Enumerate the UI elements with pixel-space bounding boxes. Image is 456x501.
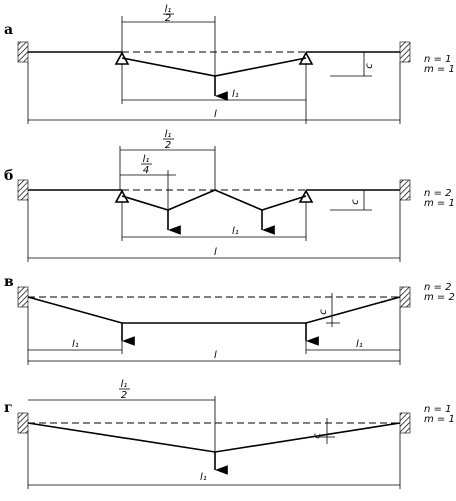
label: l₁ <box>232 226 239 237</box>
label: l₁ <box>121 379 128 390</box>
wall <box>17 286 29 308</box>
label: l₁ <box>165 4 172 15</box>
cable <box>121 189 307 211</box>
label: m = 1 <box>424 198 455 209</box>
cable <box>121 57 307 77</box>
panel-label: б <box>4 168 13 184</box>
label: n = 1 <box>424 54 451 65</box>
label: c <box>312 433 323 439</box>
wall <box>399 286 411 308</box>
label: n = 2 <box>424 188 451 199</box>
wall <box>17 41 29 63</box>
cable <box>27 296 401 324</box>
label: 2 <box>165 13 171 24</box>
wall <box>17 412 29 434</box>
label: m = 2 <box>424 292 455 303</box>
label: n = 1 <box>424 404 451 415</box>
label: c <box>364 63 375 69</box>
label: m = 1 <box>424 64 455 75</box>
label: c <box>318 309 329 315</box>
label: 4 <box>143 165 149 176</box>
label: l₁ <box>72 339 79 350</box>
label: l <box>214 109 217 120</box>
wall <box>399 179 411 201</box>
cable <box>27 422 401 453</box>
label: l₁ <box>232 89 239 100</box>
label: 2 <box>165 140 171 151</box>
label: c <box>350 199 361 205</box>
wall <box>17 179 29 201</box>
label: n = 2 <box>424 282 451 293</box>
label: 2 <box>121 390 127 401</box>
panel-label: в <box>4 274 14 290</box>
label: l₁ <box>200 472 207 483</box>
panel-label: г <box>4 400 13 416</box>
label: l₁ <box>356 339 363 350</box>
label: l₁ <box>165 129 172 140</box>
label: l <box>214 350 217 361</box>
label: m = 1 <box>424 414 455 425</box>
label: l₁ <box>143 154 150 165</box>
panel-label: а <box>4 22 13 38</box>
wall <box>399 41 411 63</box>
wall <box>399 412 411 434</box>
label: l <box>214 247 217 258</box>
